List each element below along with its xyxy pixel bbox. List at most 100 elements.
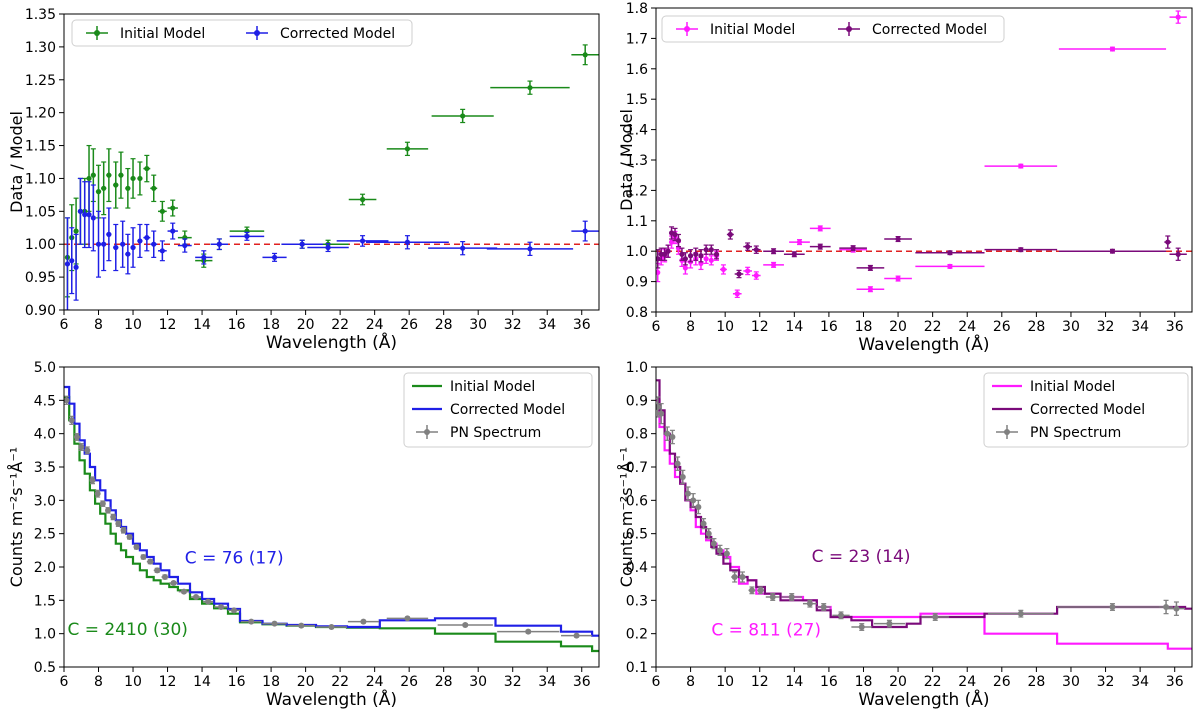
y-tick-label: 1.6: [626, 62, 648, 78]
initial-model-point: [984, 163, 1058, 169]
x-tick-label: 10: [716, 674, 734, 690]
initial-model-point: [118, 151, 124, 199]
y-tick-label: 0.8: [626, 305, 648, 321]
pn-spectrum-point: [748, 586, 756, 595]
pn-spectrum-point: [105, 507, 112, 514]
corrected-model-point: [158, 240, 167, 262]
y-tick-label: 5.0: [34, 360, 56, 376]
corrected-model-point: [177, 238, 192, 253]
pn-spectrum-point: [386, 615, 429, 622]
corrected-model-point: [743, 242, 752, 251]
x-tick-label: 20: [297, 317, 315, 333]
corrected-model-marker: [736, 271, 742, 277]
y-tick-label: 1.5: [34, 593, 56, 609]
x-tick-label: 20: [297, 674, 315, 690]
x-tick-label: 26: [993, 674, 1011, 690]
pn-spectrum-marker: [94, 490, 101, 497]
pn-spectrum-point: [497, 628, 560, 635]
initial-model-point: [348, 193, 377, 206]
corrected-model-marker: [120, 241, 126, 247]
pn-spectrum-point: [710, 538, 717, 550]
pn-spectrum-marker: [105, 507, 112, 514]
pn-spectrum-point: [99, 500, 106, 507]
corrected-model-marker: [753, 247, 759, 253]
initial-model-point: [789, 239, 810, 246]
legend-marker: [254, 30, 260, 36]
corrected-model-point: [95, 210, 102, 278]
pn-spectrum-marker: [700, 520, 707, 527]
y-tick-label: 0.7: [626, 460, 648, 476]
plot-area: [656, 10, 1192, 299]
y-tick-label: 3.5: [34, 460, 56, 476]
corrected-model-point: [281, 239, 323, 249]
pn-spectrum-marker: [710, 540, 717, 547]
corrected-model-point: [77, 177, 83, 245]
corrected-model-point: [734, 269, 744, 279]
initial-model-marker: [95, 189, 102, 195]
pn-spectrum-marker: [89, 477, 96, 484]
pn-spectrum-point: [110, 513, 117, 521]
y-tick-label: 0.90: [25, 303, 56, 319]
x-tick-label: 24: [366, 317, 384, 333]
corrected-model-marker: [125, 251, 131, 257]
initial-model-point: [158, 200, 167, 222]
corrected-model-point: [486, 241, 574, 257]
initial-model-point: [743, 266, 752, 276]
corrected-model-point: [82, 181, 88, 249]
pn-spectrum-marker: [731, 574, 738, 580]
pn-spectrum-point: [89, 476, 96, 485]
initial-model-marker: [720, 266, 727, 273]
legend-label: Initial Model: [120, 26, 205, 42]
corrected-model-marker: [77, 208, 83, 214]
x-tick-label: 16: [228, 317, 246, 333]
corrected-model-marker: [672, 231, 678, 238]
x-tick-label: 14: [193, 674, 211, 690]
legend-label: PN Spectrum: [450, 425, 541, 441]
corrected-model-point: [137, 223, 143, 258]
pn-spectrum-point: [679, 469, 686, 485]
plot-area: [64, 385, 599, 653]
x-tick-label: 34: [1131, 674, 1149, 690]
pn-spectrum-marker: [133, 544, 140, 550]
x-tick-label: 26: [400, 317, 418, 333]
initial-model-point: [719, 264, 727, 275]
axes-frame: [655, 366, 1193, 668]
corrected-model-marker: [708, 247, 714, 253]
y-tick-label: 0.95: [25, 270, 56, 286]
pn-spectrum-point: [140, 554, 147, 560]
initial-model-marker: [703, 256, 709, 262]
legend-marker: [424, 429, 430, 435]
initial-model-point: [101, 161, 107, 216]
corrected-model-marker: [527, 246, 533, 252]
pn-spectrum-marker: [115, 520, 122, 527]
corrected-model-marker: [817, 244, 823, 250]
pn-spectrum-marker: [298, 622, 305, 629]
x-tick-label: 32: [1097, 319, 1115, 335]
corrected-model-marker: [151, 241, 157, 247]
corrected-model-marker: [791, 251, 797, 257]
pn-spectrum-point: [987, 609, 1054, 618]
initial-model-marker: [682, 265, 688, 271]
initial-model-marker: [1109, 46, 1116, 52]
pn-spectrum-marker: [757, 587, 764, 594]
corrected-model-point: [703, 244, 709, 255]
pn-spectrum-marker: [1173, 605, 1180, 612]
legend-box: [983, 372, 1189, 448]
initial-model-marker: [770, 262, 777, 268]
initial-model-marker: [460, 113, 466, 119]
y-tick-label: 0.2: [626, 627, 648, 643]
x-tick-label: 34: [538, 317, 556, 333]
corrected-model-point: [428, 240, 498, 256]
corrected-model-point: [86, 181, 92, 249]
pn-spectrum-marker: [695, 504, 702, 510]
x-tick-label: 36: [1166, 674, 1184, 690]
pn-spectrum-marker: [99, 500, 106, 507]
x-tick-label: 14: [785, 319, 803, 335]
initial-model-marker: [170, 205, 176, 211]
x-tick-label: 30: [469, 674, 487, 690]
x-tick-label: 36: [573, 674, 591, 690]
y-tick-label: 0.9: [626, 393, 648, 409]
corrected-model-point: [1169, 247, 1187, 261]
corrected-model-marker: [182, 242, 188, 249]
corrected-model-point: [106, 207, 112, 262]
